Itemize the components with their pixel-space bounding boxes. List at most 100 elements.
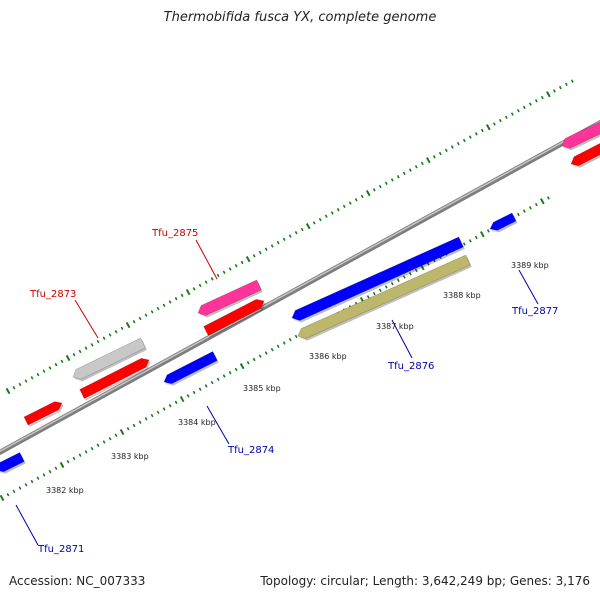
gene-label-tfu-2877[interactable]: Tfu_2877 <box>511 306 558 317</box>
callout-line-tfu-2873 <box>74 299 99 339</box>
outer-tick-minor <box>276 240 280 245</box>
outer-tick-major <box>185 288 191 296</box>
outer-tick-minor <box>36 372 40 377</box>
forward-red-feature-highlight <box>208 308 262 337</box>
outer-tick-minor <box>204 280 208 284</box>
inner-tick-major <box>0 494 5 502</box>
inner-tick-minor <box>198 387 202 391</box>
inner-tick-minor <box>144 417 148 421</box>
outer-tick-minor <box>534 99 538 103</box>
forward-red-feature[interactable] <box>203 298 265 336</box>
inner-tick-minor <box>426 262 430 266</box>
outer-tick-minor <box>48 366 52 370</box>
inner-tick-minor <box>246 361 250 365</box>
gene-label-tfu-2871[interactable]: Tfu_2871 <box>37 544 84 555</box>
inner-tick-major <box>480 231 485 238</box>
inner-tick-minor <box>192 390 196 395</box>
outer-tick-minor <box>342 204 346 209</box>
outer-tick-minor <box>96 339 100 344</box>
outer-tick-minor <box>138 316 142 321</box>
outer-tick-major <box>546 91 551 98</box>
outer-tick-minor <box>528 102 532 106</box>
outer-tick-minor <box>228 267 232 271</box>
outer-tick-minor <box>42 369 46 373</box>
outer-tick-minor <box>450 145 454 149</box>
forward-grey-feature[interactable] <box>72 337 146 380</box>
outer-tick-minor <box>384 181 388 185</box>
gene-label-tfu-2876[interactable]: Tfu_2876 <box>387 361 434 372</box>
outer-tick-minor <box>432 155 436 159</box>
forward-red-feature[interactable] <box>570 143 600 167</box>
outer-tick-minor <box>210 277 214 281</box>
outer-tick-major <box>125 321 131 329</box>
outer-tick-minor <box>558 85 562 90</box>
outer-tick-minor <box>156 306 160 311</box>
outer-tick-minor <box>288 234 292 238</box>
callout-line-tfu-2875 <box>195 239 218 280</box>
inner-tick-minor <box>408 272 412 276</box>
outer-tick-minor <box>570 79 574 83</box>
inner-tick-minor <box>462 242 466 246</box>
outer-tick-minor <box>564 82 568 87</box>
outer-tick-minor <box>378 184 382 189</box>
outer-tick-minor <box>390 178 394 182</box>
inner-tick-minor <box>90 446 94 451</box>
reverse-blue-feature[interactable] <box>291 236 464 321</box>
outer-tick-minor <box>78 349 82 354</box>
outer-tick-minor <box>522 105 526 110</box>
kbp-labels: 3382 kbp 3383 kbp 3384 kbp 3385 kbp 3386… <box>46 261 549 495</box>
outer-tick-minor <box>216 273 220 278</box>
inner-tick-minor <box>264 351 268 355</box>
reverse-blue-feature[interactable] <box>489 212 517 231</box>
inner-tick-major <box>59 461 65 469</box>
inner-tick-minor <box>84 450 88 454</box>
forward-red-feature[interactable] <box>79 357 150 399</box>
outer-tick-minor <box>468 135 472 139</box>
inner-tick-minor <box>414 268 418 273</box>
inner-tick-minor <box>258 354 262 358</box>
reverse-olive-feature[interactable] <box>297 254 471 339</box>
inner-tick-minor <box>72 456 76 461</box>
forward-pink-feature[interactable] <box>561 121 600 149</box>
gene-labels: Tfu_2871 Tfu_2873 Tfu_2874 Tfu_2875 Tfu_… <box>29 228 558 555</box>
map-title: Thermobifida fusca YX, complete genome <box>163 10 437 25</box>
outer-tick-minor <box>444 148 448 152</box>
forward-red-feature-highlight <box>27 410 59 427</box>
outer-tick-minor <box>168 300 172 304</box>
reverse-blue-feature[interactable] <box>163 351 218 385</box>
inner-tick-minor <box>372 291 376 296</box>
inner-tick-minor <box>366 295 370 299</box>
inner-tick-minor <box>156 410 160 414</box>
inner-tick-major <box>179 395 185 403</box>
inner-tick-minor <box>150 413 154 418</box>
kbp-label-3383: 3383 kbp <box>111 452 149 461</box>
genome-backbone-highlight <box>0 120 600 453</box>
genome-backbone <box>0 119 600 456</box>
outer-tick-minor <box>114 329 118 334</box>
inner-tick-minor <box>30 479 34 484</box>
outer-tick-minor <box>456 141 460 146</box>
outer-tick-minor <box>30 376 34 380</box>
gene-label-tfu-2875[interactable]: Tfu_2875 <box>151 228 198 239</box>
forward-pink-feature[interactable] <box>197 279 262 316</box>
outer-tick-minor <box>414 165 418 169</box>
outer-tick-minor <box>120 326 124 331</box>
outer-tick-minor <box>222 270 226 274</box>
inner-tick-minor <box>468 239 472 243</box>
outer-tick-minor <box>144 313 148 317</box>
inner-tick-minor <box>276 344 280 349</box>
outer-tick-minor <box>438 151 442 156</box>
reverse-blue-feature[interactable] <box>0 452 25 473</box>
accession-text: Accession: NC_007333 <box>9 574 146 588</box>
kbp-label-3382: 3382 kbp <box>46 486 84 495</box>
forward-red-feature[interactable] <box>23 401 63 426</box>
gene-label-tfu-2874[interactable]: Tfu_2874 <box>227 445 274 456</box>
outer-tick-minor <box>462 138 466 143</box>
kbp-label-3386: 3386 kbp <box>309 352 347 361</box>
reverse-blue-feature-highlight <box>163 382 172 386</box>
outer-tick-minor <box>330 211 334 215</box>
inner-tick-minor <box>12 489 16 494</box>
gene-label-tfu-2873[interactable]: Tfu_2873 <box>29 289 76 300</box>
inner-tick-minor <box>210 380 214 385</box>
callout-line-tfu-2874 <box>206 405 230 445</box>
